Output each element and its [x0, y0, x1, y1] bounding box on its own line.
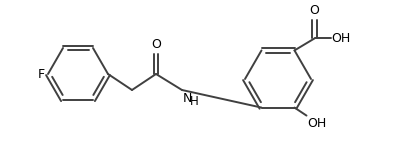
- Text: O: O: [151, 38, 161, 51]
- Text: F: F: [38, 67, 45, 81]
- Text: N: N: [183, 92, 192, 105]
- Text: OH: OH: [332, 32, 351, 45]
- Text: H: H: [190, 95, 199, 108]
- Text: O: O: [309, 4, 320, 17]
- Text: OH: OH: [307, 117, 327, 130]
